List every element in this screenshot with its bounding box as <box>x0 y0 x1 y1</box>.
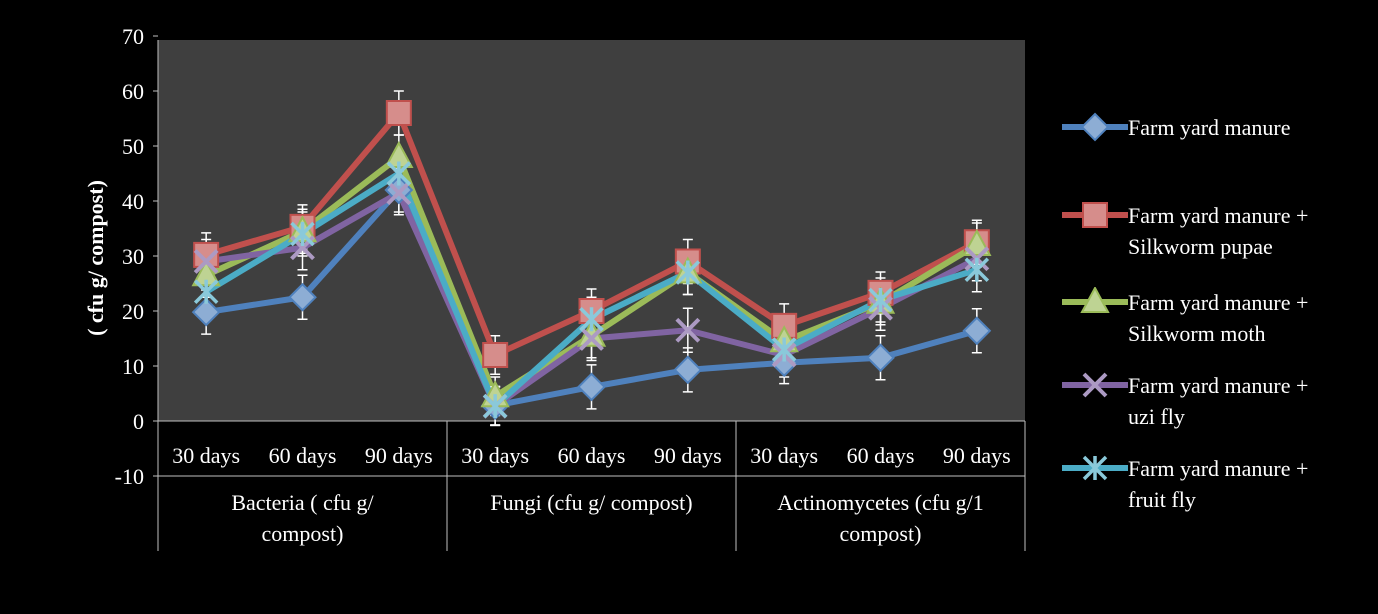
data-point <box>579 326 604 351</box>
y-tick-label: 0 <box>133 409 144 434</box>
x-tick-label: 60 days <box>847 443 915 468</box>
legend-swatch <box>1062 200 1128 230</box>
x-group-label: Fungi (cfu g/ compost) <box>490 490 692 515</box>
y-tick-label: 70 <box>122 24 144 49</box>
x-group-label: Actinomycetes (cfu g/1 compost) <box>777 490 984 546</box>
data-point <box>482 342 509 368</box>
legend-label: Farm yard manure + fruit fly <box>1128 456 1309 512</box>
data-point <box>868 287 893 313</box>
data-point <box>962 228 992 256</box>
legend-marker <box>1082 202 1108 228</box>
legend-marker <box>1080 112 1110 142</box>
data-point <box>964 257 990 282</box>
legend-swatch <box>1062 112 1128 142</box>
legend-swatch <box>1062 453 1128 483</box>
data-point <box>577 372 606 402</box>
y-tick-label: 40 <box>122 189 144 214</box>
legend-label: Farm yard manure <box>1128 115 1291 140</box>
data-point <box>579 307 604 332</box>
legend-item: Farm yard manure + Silkworm pupae <box>1062 200 1372 262</box>
x-tick-label: 90 days <box>365 443 433 468</box>
x-tick-label: 90 days <box>943 443 1011 468</box>
y-tick-label: 50 <box>122 134 144 159</box>
x-group-label: Bacteria ( cfu g/compost) <box>231 490 374 546</box>
x-tick-label: 60 days <box>269 443 337 468</box>
y-tick-label: 60 <box>122 79 144 104</box>
data-point <box>866 343 895 373</box>
legend-label: Farm yard manure + Silkworm pupae <box>1128 203 1309 259</box>
data-point <box>193 249 219 274</box>
legend-item: Farm yard manure + Silkworm moth <box>1062 287 1372 349</box>
legend-item: Farm yard manure + fruit fly <box>1062 453 1372 515</box>
data-point <box>675 260 701 285</box>
data-point <box>482 393 508 419</box>
data-point <box>673 355 703 385</box>
y-tick-label: -10 <box>115 464 144 489</box>
legend-marker <box>1082 372 1108 398</box>
x-tick-label: 60 days <box>558 443 626 468</box>
data-point <box>386 180 412 206</box>
data-point <box>290 221 315 247</box>
legend-marker <box>1082 455 1108 481</box>
legend-label: Farm yard manure + Silkworm moth <box>1128 290 1309 346</box>
data-point <box>771 337 797 362</box>
data-point <box>675 317 701 343</box>
data-point <box>385 100 412 126</box>
legend-label: Farm yard manure + uzi fly <box>1128 373 1309 429</box>
series-5-markers <box>193 161 990 419</box>
y-axis-label: ( cfu g/ compost) <box>83 180 108 336</box>
data-point <box>386 161 412 186</box>
legend-item: Farm yard manure + uzi fly <box>1062 370 1372 432</box>
legend-marker <box>1080 287 1110 313</box>
y-tick-label: 10 <box>122 354 144 379</box>
y-tick-label: 20 <box>122 299 144 324</box>
data-point <box>288 282 317 312</box>
legend-swatch <box>1062 370 1128 400</box>
x-tick-label: 30 days <box>750 443 818 468</box>
data-point <box>193 279 219 304</box>
y-tick-label: 30 <box>122 244 144 269</box>
legend-item: Farm yard manure <box>1062 112 1372 143</box>
x-tick-label: 90 days <box>654 443 722 468</box>
data-point <box>191 297 221 327</box>
x-tick-label: 30 days <box>461 443 529 468</box>
x-tick-label: 30 days <box>172 443 240 468</box>
legend-swatch <box>1062 287 1128 317</box>
data-point <box>962 316 992 346</box>
